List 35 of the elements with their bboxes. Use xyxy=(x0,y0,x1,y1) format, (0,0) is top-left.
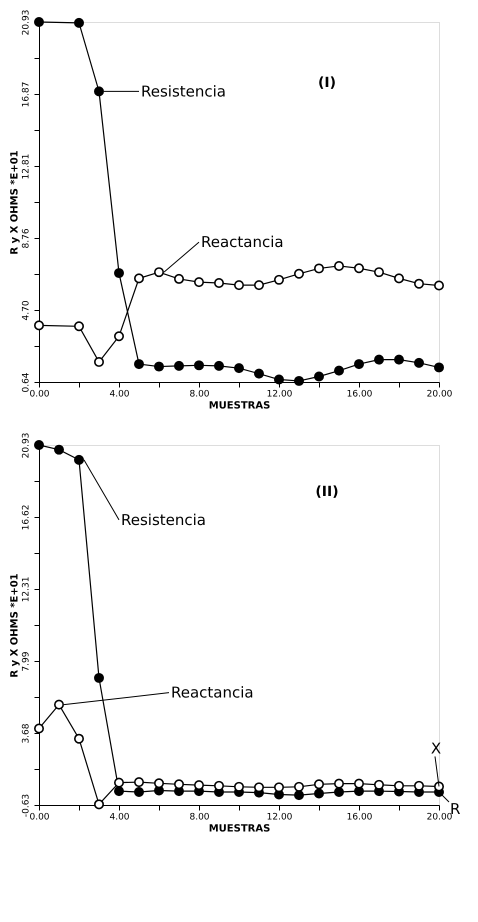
y-tick-label: 4.70 xyxy=(22,300,32,320)
series-label: Reactancia xyxy=(201,233,284,252)
x-axis-title: MUESTRAS xyxy=(208,824,270,834)
text: Resistencia xyxy=(121,510,206,529)
y-tick-label: 20.93 xyxy=(22,432,32,458)
y-tick-label: 16.62 xyxy=(22,504,32,530)
y-axis-title: R y X OHMS *E+01 xyxy=(10,150,20,255)
y-tick-label: 3.68 xyxy=(22,723,32,744)
y-tick-label: -0.63 xyxy=(22,794,32,818)
x-tick-label: 12.00 xyxy=(266,390,293,400)
y-tick-label: 16.87 xyxy=(22,82,32,108)
annotation: X xyxy=(430,739,442,758)
x-tick-label: 4.00 xyxy=(109,812,130,822)
x-tick-label: 0.00 xyxy=(29,390,50,400)
legend-label: Resistencia xyxy=(141,82,226,100)
text: Reactancia xyxy=(171,684,254,702)
x-tick-label: 8.00 xyxy=(189,812,210,822)
y-tick-label: 12.31 xyxy=(22,576,32,602)
x-tick-label: 12.00 xyxy=(266,812,293,822)
x-tick-label: 20.00 xyxy=(426,812,453,822)
y-axis-title: R y X OHMS *E+01 xyxy=(10,573,20,678)
y-tick-label: 7.99 xyxy=(22,651,32,672)
x-tick-label: 4.00 xyxy=(109,390,130,400)
x-axis-title: MUESTRAS xyxy=(208,400,270,412)
x-tick-label: 0.00 xyxy=(29,812,50,822)
y-tick-label: 20.93 xyxy=(22,10,32,36)
y-tick-label: 0.64 xyxy=(22,372,32,393)
x-tick-label: 16.00 xyxy=(346,812,373,822)
text: (I) xyxy=(318,75,336,92)
y-tick-label: 12.81 xyxy=(22,154,32,180)
x-tick-label: 16.00 xyxy=(346,390,373,400)
y-tick-label: 8.76 xyxy=(22,228,32,248)
x-tick-label: 8.00 xyxy=(189,390,210,400)
text: (II) xyxy=(315,484,339,500)
x-tick-label: 20.00 xyxy=(426,390,453,400)
